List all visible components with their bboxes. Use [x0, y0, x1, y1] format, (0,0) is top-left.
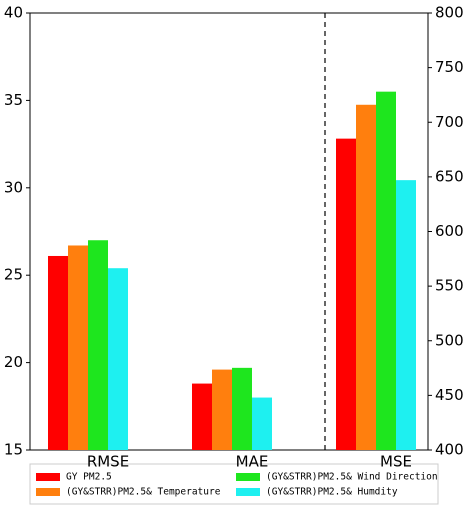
bar	[108, 268, 128, 450]
bar	[212, 369, 232, 450]
y-tick-label: 40	[4, 4, 23, 22]
y2-tick-label: 600	[435, 222, 464, 240]
legend-swatch	[236, 473, 260, 481]
y-tick-label: 15	[4, 441, 23, 459]
bar	[336, 138, 356, 450]
bar	[192, 383, 212, 450]
legend-box	[29, 463, 439, 505]
legend-swatch	[36, 488, 60, 496]
y-tick-label: 35	[4, 91, 23, 109]
legend-label: GY PM2.5	[66, 472, 112, 483]
legend-label: (GY&STRR)PM2.5& Temperature	[66, 487, 221, 498]
bar	[376, 91, 396, 450]
bar	[48, 255, 68, 450]
y-tick-label: 30	[4, 178, 23, 196]
y2-tick-label: 400	[435, 441, 464, 459]
y2-tick-label: 450	[435, 386, 464, 404]
y2-tick-label: 700	[435, 113, 464, 131]
y-tick-label: 25	[4, 266, 23, 284]
legend-swatch	[236, 488, 260, 496]
legend-label: (GY&STRR)PM2.5& Wind Direction	[266, 472, 438, 483]
y2-tick-label: 650	[435, 167, 464, 185]
bar	[356, 104, 376, 451]
bar	[252, 397, 272, 450]
legend-label: (GY&STRR)PM2.5& Humdity	[266, 487, 398, 498]
y2-tick-label: 750	[435, 58, 464, 76]
legend-swatch	[36, 473, 60, 481]
bar	[68, 245, 88, 450]
y-tick-label: 20	[4, 353, 23, 371]
x-tick-label: MSE	[380, 453, 412, 471]
x-tick-label: MAE	[236, 453, 269, 471]
x-tick-label: RMSE	[87, 453, 129, 471]
y2-tick-label: 500	[435, 331, 464, 349]
bar	[232, 367, 252, 450]
y2-tick-label: 800	[435, 4, 464, 22]
bar	[396, 180, 416, 450]
y2-tick-label: 550	[435, 277, 464, 295]
bar	[88, 240, 108, 450]
